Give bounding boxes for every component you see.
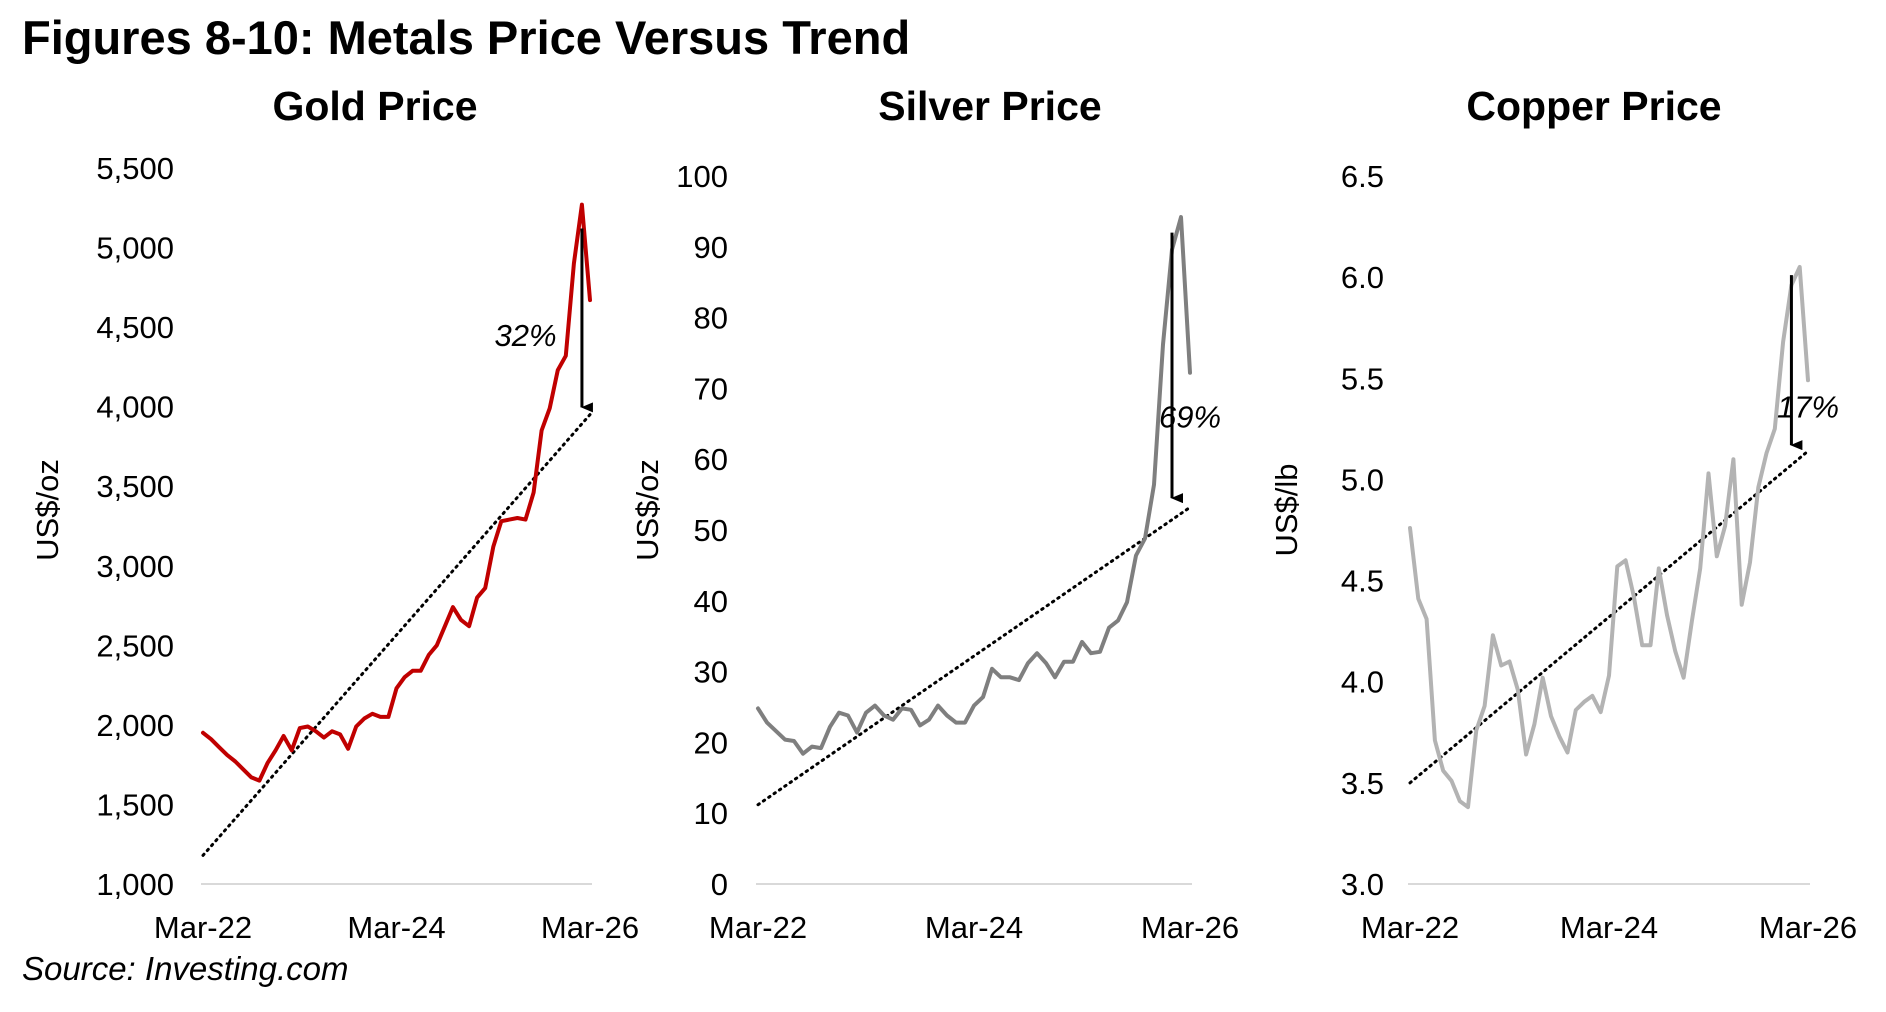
trend-line bbox=[1408, 449, 1810, 785]
y-tick-label: 20 bbox=[694, 725, 728, 760]
y-tick-label: 0 bbox=[711, 867, 728, 902]
y-tick-label: 3,500 bbox=[96, 469, 174, 504]
y-tick-label: 4.0 bbox=[1341, 665, 1384, 700]
y-tick-label: 10 bbox=[694, 796, 728, 831]
x-tick-label: Mar-22 bbox=[1361, 910, 1459, 945]
y-tick-label: 4,000 bbox=[96, 390, 174, 425]
y-tick-label: 5,500 bbox=[96, 151, 174, 186]
y-tick-label: 30 bbox=[694, 655, 728, 690]
price-line-copper bbox=[1408, 265, 1810, 810]
gap-label: 32% bbox=[494, 318, 556, 353]
y-tick-label: 90 bbox=[694, 230, 728, 265]
figure-title: Figures 8-10: Metals Price Versus Trend bbox=[22, 11, 911, 64]
y-tick-label: 2,500 bbox=[96, 628, 174, 663]
chart-3: Copper Price US$/lb 3.0 3.5 4.0 4.5 5.0 5.5 6.0 6… bbox=[1269, 83, 1857, 945]
x-tick-label: Mar-24 bbox=[1560, 910, 1658, 945]
price-line-silver bbox=[756, 215, 1192, 756]
y-tick-label: 1,500 bbox=[96, 787, 174, 822]
y-tick-label: 60 bbox=[694, 442, 728, 477]
source-note: Source: Investing.com bbox=[22, 950, 349, 987]
y-tick-label: 3.5 bbox=[1341, 766, 1384, 801]
y-tick-label: 4,500 bbox=[96, 310, 174, 345]
x-tick-label: Mar-22 bbox=[154, 910, 252, 945]
y-tick-label: 40 bbox=[694, 584, 728, 619]
y-tick-label: 3,000 bbox=[96, 549, 174, 584]
y-tick-label: 3.0 bbox=[1341, 867, 1384, 902]
y-tick-label: 2,000 bbox=[96, 708, 174, 743]
y-tick-label: 70 bbox=[694, 371, 728, 406]
chart-2: Silver Price US$/oz 0 10 20 30 40 50 60 70 80 90 100… bbox=[630, 83, 1239, 945]
chart-title: Copper Price bbox=[1466, 83, 1721, 129]
x-tick-label: Mar-26 bbox=[541, 910, 639, 945]
x-tick-label: Mar-24 bbox=[925, 910, 1023, 945]
gap-label: 69% bbox=[1159, 400, 1221, 435]
y-tick-label: 6.5 bbox=[1341, 159, 1384, 194]
gap-label: 17% bbox=[1777, 390, 1839, 425]
y-tick-label: 6.0 bbox=[1341, 260, 1384, 295]
x-tick-label: Mar-22 bbox=[709, 910, 807, 945]
y-tick-label: 5,000 bbox=[96, 231, 174, 266]
trend-line bbox=[201, 413, 592, 857]
y-axis-label: US$/oz bbox=[630, 459, 665, 561]
trend-line bbox=[756, 505, 1192, 807]
chart-title: Silver Price bbox=[878, 83, 1101, 129]
y-tick-label: 50 bbox=[694, 513, 728, 548]
y-axis-label: US$/oz bbox=[30, 459, 65, 561]
y-axis-label: US$/lb bbox=[1269, 463, 1304, 556]
chart-1: Gold Price US$/oz 1,000 1,500 2,000 2,500 3,00… bbox=[30, 83, 639, 945]
chart-title: Gold Price bbox=[272, 83, 477, 129]
y-tick-label: 1,000 bbox=[96, 867, 174, 902]
y-tick-label: 80 bbox=[694, 301, 728, 336]
x-tick-label: Mar-26 bbox=[1759, 910, 1857, 945]
y-tick-label: 5.0 bbox=[1341, 462, 1384, 497]
y-tick-label: 100 bbox=[676, 159, 728, 194]
x-tick-label: Mar-24 bbox=[347, 910, 445, 945]
y-tick-label: 4.5 bbox=[1341, 564, 1384, 599]
price-line-gold bbox=[201, 202, 592, 783]
y-tick-label: 5.5 bbox=[1341, 361, 1384, 396]
x-tick-label: Mar-26 bbox=[1141, 910, 1239, 945]
